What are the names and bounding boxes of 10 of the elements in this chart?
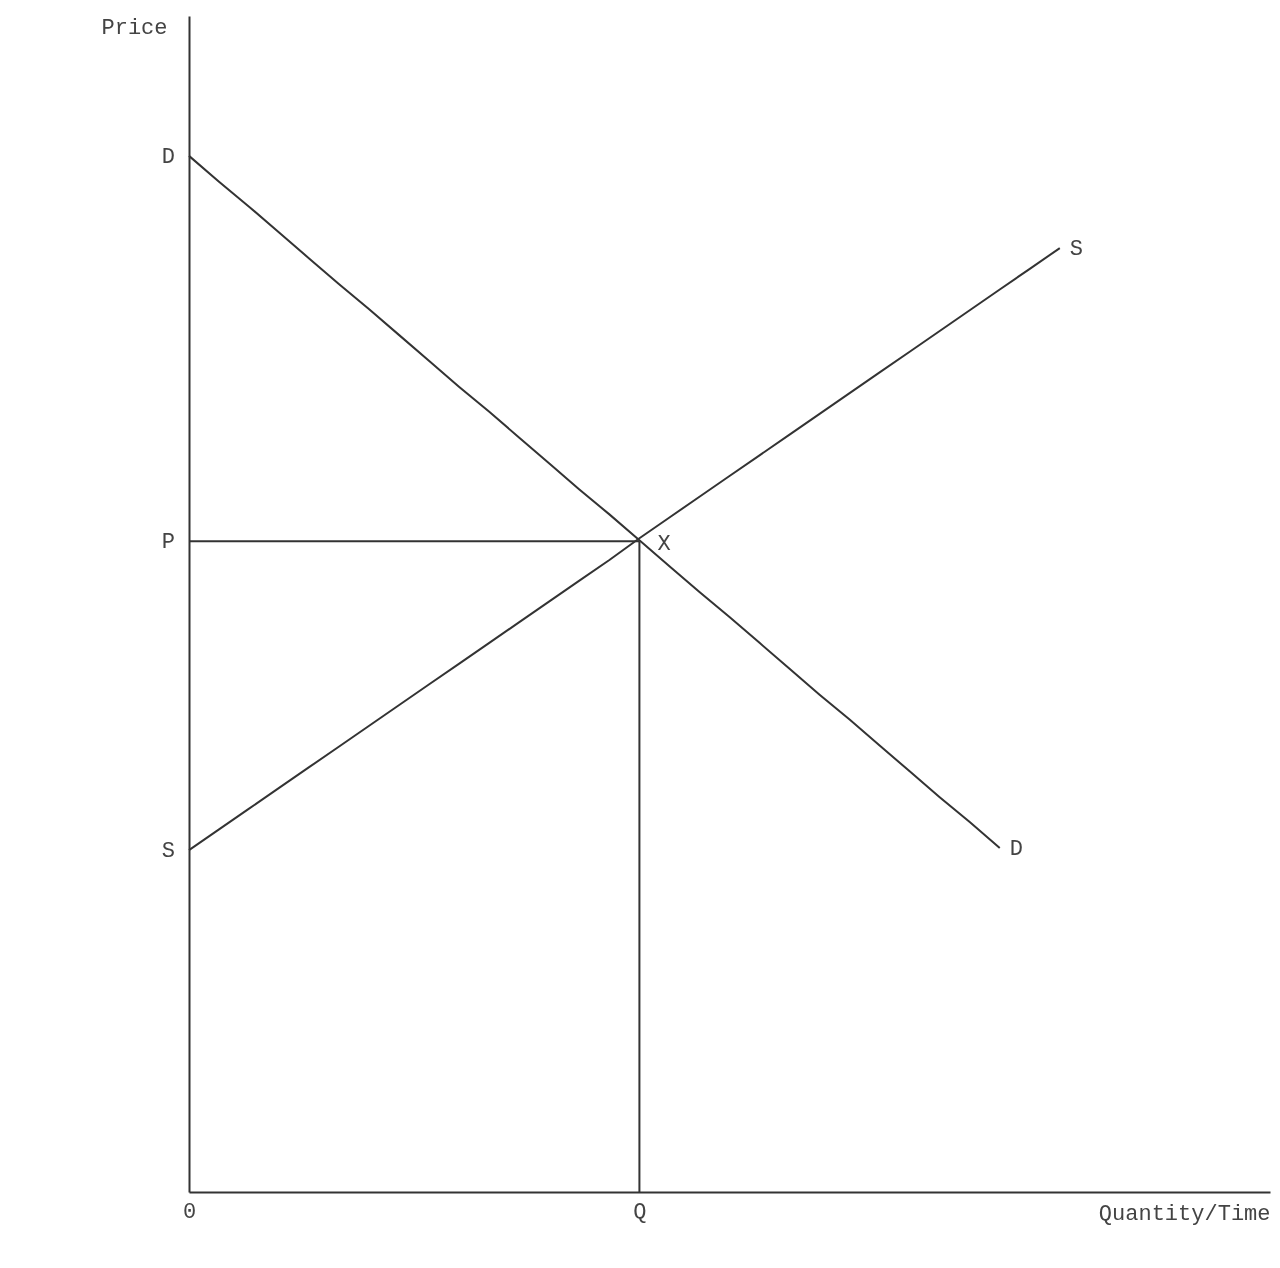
annotation: S [161, 839, 175, 865]
x-axis-title: Quantity/Time [1098, 1201, 1271, 1227]
ref-line-label: P [161, 530, 175, 556]
annotation: D [161, 144, 175, 170]
annotation: X [657, 532, 671, 558]
y-axis-title: Price [101, 15, 168, 41]
x-tick-label: 0 [182, 1199, 197, 1225]
series-label: S [1069, 237, 1084, 263]
series-label: D [1009, 837, 1023, 863]
x-tick-label: Q [633, 1199, 647, 1225]
